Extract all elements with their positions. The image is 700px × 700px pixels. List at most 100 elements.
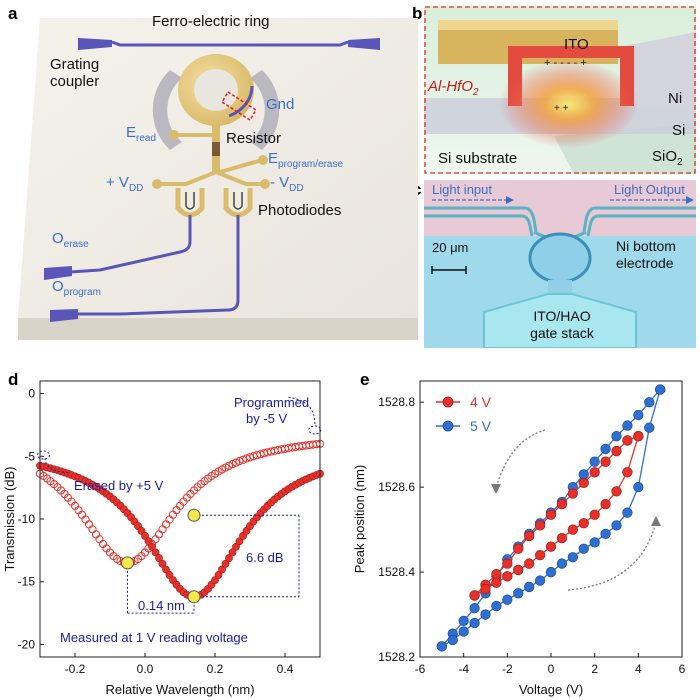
data-point-4v (556, 498, 568, 510)
data-point-5v (644, 422, 655, 433)
data-point-4v (633, 431, 644, 442)
data-point-5v (556, 558, 568, 569)
data-point-4v (611, 445, 622, 457)
grating-right-top (348, 38, 380, 50)
label-sio2-sub: 2 (677, 157, 683, 168)
label-ito-hao-line2: gate stack (530, 325, 594, 341)
gnd-electrode (152, 70, 182, 150)
data-point-4v (491, 577, 502, 588)
x-tick-label-e: 2 (591, 662, 598, 676)
e-read-pad (169, 130, 179, 140)
annot-depth: 6.6 dB (246, 550, 284, 565)
cross-section-diagram: + - - - - + + + (424, 6, 696, 174)
x-tick-label-e: -4 (458, 662, 469, 676)
programmed-marker-ring (308, 425, 322, 435)
data-point-filled (218, 565, 226, 574)
sweep-arrow-lower (567, 521, 657, 591)
label-si: Si (672, 122, 686, 139)
data-point-filled (214, 571, 223, 579)
top-waveguide (111, 40, 349, 47)
chart-peak-position: -6 -4 -2 0 2 4 6 1528.2 1528.4 1528.6 1528.8 Volta… (352, 380, 686, 697)
e-program-pad (258, 155, 268, 165)
data-point-5v (436, 641, 447, 652)
label-vdd-plus-sub: DD (128, 183, 144, 194)
data-point-open (165, 515, 174, 524)
legend-marker-4v (442, 396, 454, 408)
panel-label-a: a (8, 4, 18, 23)
data-point-5v (655, 384, 666, 395)
y-axis-label-d: Transmission (dB) (2, 467, 17, 572)
data-point-4v (600, 498, 611, 510)
device-schematic (18, 18, 418, 340)
y-tick-label-d: -5 (24, 449, 35, 463)
gate-stack (483, 293, 637, 348)
data-point-4v (502, 571, 513, 582)
label-e-read: Eread (126, 124, 156, 144)
data-point-filled (151, 548, 160, 557)
data-point-5v (622, 507, 633, 518)
data-point-4v (513, 564, 524, 576)
vdd-plus-pad (152, 179, 162, 189)
data-point-4v (524, 530, 535, 542)
cross-section-marker (220, 90, 258, 122)
label-gnd: Gnd (266, 96, 295, 113)
x-tick-label-e: -6 (415, 662, 426, 676)
data-point-4v (545, 509, 557, 520)
data-point-4v (567, 488, 578, 499)
label-ferro-ring: Ferro-electric ring (152, 13, 270, 30)
grating-erase (44, 266, 72, 280)
erase-waveguide (69, 215, 192, 274)
programmed-arrow (288, 396, 316, 427)
label-vdd-minus-sub: DD (289, 183, 304, 194)
svg-text:+ - - - - +: + - - - - + (544, 57, 587, 69)
annot-programmed-2: by -5 V (246, 411, 288, 426)
data-point-filled (158, 559, 167, 568)
label-alhfo-sub: 2 (473, 87, 479, 98)
data-point-4v (534, 549, 546, 561)
ni-layer (624, 32, 696, 106)
data-point-4v (513, 543, 524, 554)
label-ni-bottom-line1: Ni bottom (616, 238, 676, 254)
data-point-4v (534, 520, 546, 531)
label-o-erase: Oerase (52, 230, 89, 250)
y-tick-label-d: -15 (18, 575, 36, 589)
label-ito: ITO (564, 36, 589, 53)
data-point-5v (600, 443, 611, 455)
label-e-program-main: E (268, 150, 279, 167)
legend-label-5v: 5 V (470, 418, 492, 434)
label-e-read-main: E (126, 124, 137, 141)
label-o-program-main: O (52, 278, 64, 295)
highlight-point (187, 590, 201, 604)
chart-transmission: -0.2 0.0 0.2 0.4 0 -5 -10 -15 -20 Relative Wavel… (2, 380, 325, 697)
data-point-5v (578, 543, 589, 554)
label-vdd-plus-main: + V (106, 174, 129, 191)
y-tick-label-d: -20 (18, 637, 36, 651)
label-photodiodes: Photodiodes (258, 202, 342, 219)
resistor-element (212, 142, 220, 156)
label-grating-line2: coupler (50, 73, 100, 90)
data-point-5v (567, 552, 578, 563)
label-o-program: Oprogram (52, 278, 101, 298)
legend-e: 4 V 5 V (436, 394, 492, 434)
data-point-filled (232, 542, 240, 551)
data-point-5v (611, 431, 622, 442)
x-axis-label-e: Voltage (V) (519, 682, 583, 697)
y-tick-label-d: -10 (18, 512, 36, 526)
photodiode-left (175, 188, 205, 218)
x-tick-label-d: 0.4 (277, 662, 294, 676)
data-point-4v (567, 524, 578, 535)
label-o-erase-sub: erase (63, 239, 89, 250)
label-ni: Ni (668, 90, 683, 107)
data-point-4v (589, 509, 600, 520)
photodiode-right (223, 188, 253, 218)
data-point-open (88, 525, 97, 534)
label-alhfo: Al-HfO2 (428, 78, 479, 98)
label-sio2: SiO2 (652, 148, 683, 168)
data-point-open (84, 520, 94, 529)
erased-marker-ring (37, 450, 50, 460)
label-e-program: Eprogram/erase (268, 150, 343, 170)
data-point-open (91, 530, 101, 539)
label-e-program-sub: program/erase (278, 159, 344, 170)
data-point-5v (491, 600, 502, 612)
data-point-open (242, 454, 251, 463)
